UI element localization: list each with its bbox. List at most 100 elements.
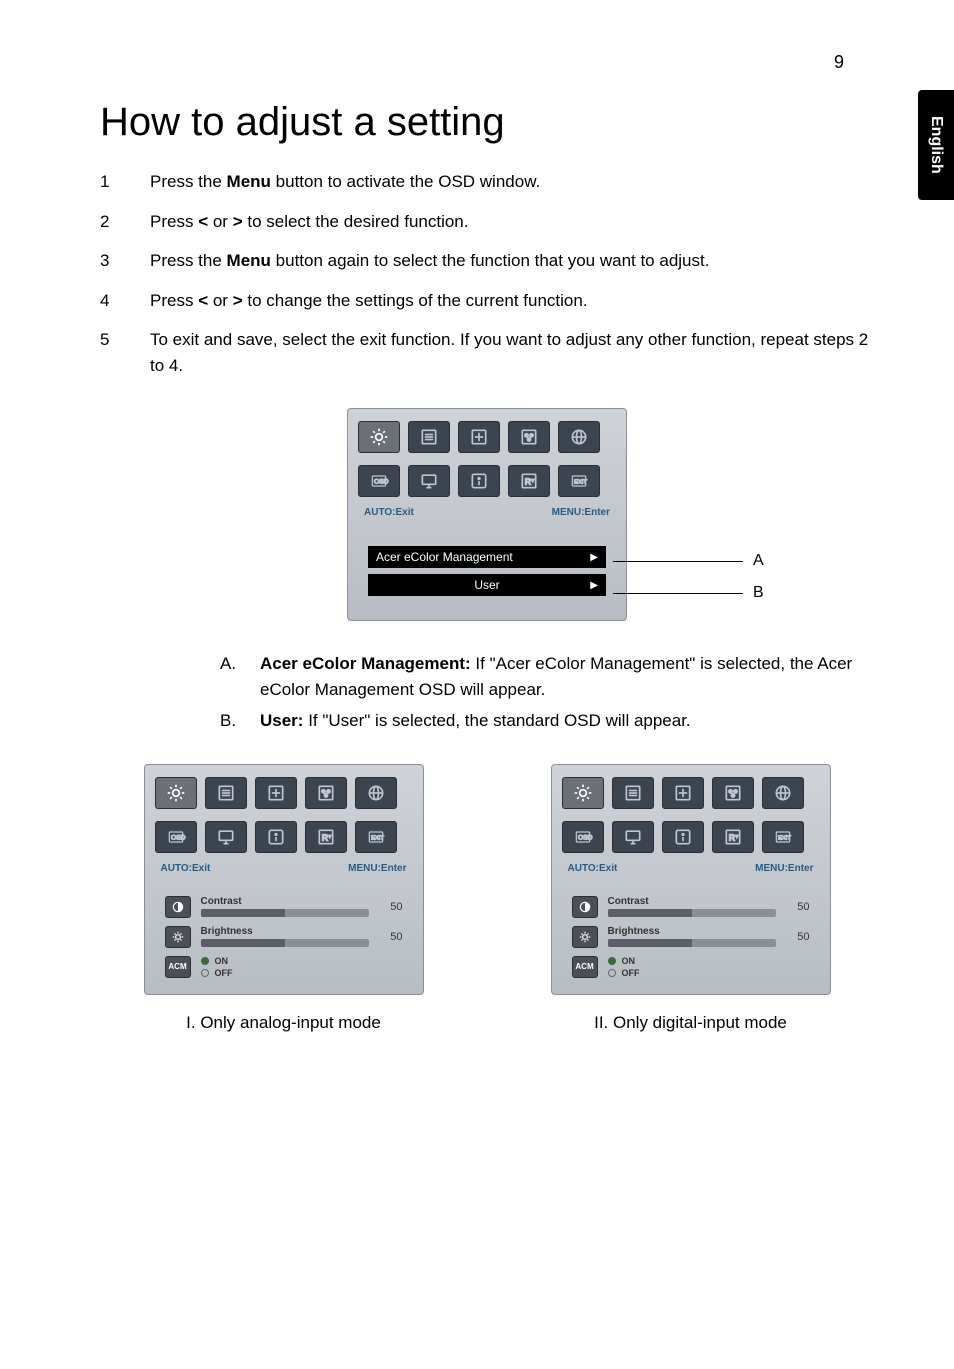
svg-text:R: R <box>525 476 531 486</box>
colors-icon[interactable] <box>305 777 347 809</box>
screen-icon[interactable] <box>408 465 450 497</box>
osd-panel: OSD R EXIT AUTO:Exit MENU:Enter Acer eCo… <box>347 408 627 621</box>
exit-icon[interactable]: EXIT <box>558 465 600 497</box>
step-bold: > <box>233 212 243 231</box>
expand-icon[interactable] <box>255 777 297 809</box>
acm-on-label: ON <box>215 956 229 966</box>
osd-main-figure: OSD R EXIT AUTO:Exit MENU:Enter Acer eCo… <box>347 408 627 621</box>
reset-icon[interactable]: R <box>508 465 550 497</box>
step-item: Press the Menu button again to select th… <box>100 248 874 274</box>
radio-on-icon <box>201 957 209 965</box>
acm-on-option[interactable]: ON <box>608 956 640 966</box>
list-icon[interactable] <box>408 421 450 453</box>
contrast-icon <box>165 896 191 918</box>
caption-left: I. Only analog-input mode <box>186 1013 381 1033</box>
sun-icon[interactable] <box>155 777 197 809</box>
osd-text-icon[interactable]: OSD <box>155 821 197 853</box>
brightness-label: Brightness <box>201 926 369 937</box>
screen-icon[interactable] <box>612 821 654 853</box>
info-icon[interactable] <box>662 821 704 853</box>
list-icon[interactable] <box>612 777 654 809</box>
page-title: How to adjust a setting <box>100 100 874 145</box>
osd-icon-row: OSD R EXIT <box>558 815 824 859</box>
colors-icon[interactable] <box>508 421 550 453</box>
sublist-item: A. Acer eColor Management: If "Acer eCol… <box>220 651 874 702</box>
callout-line <box>613 593 743 594</box>
step-text: button again to select the function that… <box>271 251 710 270</box>
step-text: or <box>208 212 233 231</box>
step-bold: > <box>233 291 243 310</box>
brightness-value: 50 <box>786 931 810 943</box>
sun-icon[interactable] <box>562 777 604 809</box>
exit-icon[interactable]: EXIT <box>762 821 804 853</box>
step-bold: Menu <box>227 172 271 191</box>
acm-off-option[interactable]: OFF <box>201 968 233 978</box>
osd-body: Acer eColor Management ▶ User ▶ <box>354 528 620 606</box>
chevron-right-icon: ▶ <box>590 580 598 591</box>
svg-text:EXIT: EXIT <box>778 835 791 841</box>
osd-text-icon[interactable]: OSD <box>562 821 604 853</box>
step-text: To exit and save, select the exit functi… <box>150 330 868 375</box>
exit-icon[interactable]: EXIT <box>355 821 397 853</box>
sun-icon[interactable] <box>358 421 400 453</box>
acm-off-label: OFF <box>622 968 640 978</box>
globe-icon[interactable] <box>355 777 397 809</box>
acm-icon: ACM <box>572 956 598 978</box>
contrast-value: 50 <box>379 901 403 913</box>
step-text: to select the desired function. <box>243 212 469 231</box>
step-bold: < <box>198 212 208 231</box>
sublist-item: B. User: If "User" is selected, the stan… <box>220 708 874 734</box>
radio-off-icon <box>201 969 209 977</box>
expand-icon[interactable] <box>458 421 500 453</box>
svg-text:OSD: OSD <box>374 479 389 486</box>
step-item: Press < or > to change the settings of t… <box>100 288 874 314</box>
step-text: to change the settings of the current fu… <box>243 291 588 310</box>
osd-footer-left: AUTO:Exit <box>568 863 618 874</box>
screen-icon[interactable] <box>205 821 247 853</box>
osd-bar-user[interactable]: User ▶ <box>368 574 606 596</box>
osd-bar-ecolor[interactable]: Acer eColor Management ▶ <box>368 546 606 568</box>
info-icon[interactable] <box>458 465 500 497</box>
brightness-icon <box>572 926 598 948</box>
globe-icon[interactable] <box>558 421 600 453</box>
radio-off-icon <box>608 969 616 977</box>
acm-off-option[interactable]: OFF <box>608 968 640 978</box>
osd-footer-right: MENU:Enter <box>755 863 813 874</box>
osd-sliders: Contrast 50 Brightness 50 ACM <box>151 884 417 982</box>
step-item: To exit and save, select the exit functi… <box>100 327 874 378</box>
step-bold: < <box>198 291 208 310</box>
osd-icon-row <box>558 771 824 815</box>
osd-text-icon[interactable]: OSD <box>358 465 400 497</box>
osd-footer-left: AUTO:Exit <box>364 507 414 518</box>
step-item: Press < or > to select the desired funct… <box>100 209 874 235</box>
chevron-right-icon: ▶ <box>590 552 598 563</box>
expand-icon[interactable] <box>662 777 704 809</box>
svg-text:EXIT: EXIT <box>574 480 587 486</box>
reset-icon[interactable]: R <box>305 821 347 853</box>
brightness-slider[interactable] <box>608 939 776 947</box>
osd-icon-row: OSD R EXIT <box>354 459 620 503</box>
globe-icon[interactable] <box>762 777 804 809</box>
contrast-row: Contrast 50 <box>558 892 824 922</box>
step-text: Press <box>150 212 198 231</box>
step-bold: Menu <box>227 251 271 270</box>
osd-icon-row <box>354 415 620 459</box>
acm-on-option[interactable]: ON <box>201 956 233 966</box>
language-tab: English <box>918 90 954 200</box>
callout-line <box>613 561 743 562</box>
reset-icon[interactable]: R <box>712 821 754 853</box>
acm-off-label: OFF <box>215 968 233 978</box>
list-icon[interactable] <box>205 777 247 809</box>
svg-text:R: R <box>728 832 734 842</box>
bottom-col-right: OSD R EXIT AUTO:Exit MENU:Enter Contrast… <box>507 764 874 1033</box>
colors-icon[interactable] <box>712 777 754 809</box>
contrast-slider[interactable] <box>201 909 369 917</box>
brightness-icon <box>165 926 191 948</box>
sublist-marker: B. <box>220 708 236 734</box>
contrast-slider[interactable] <box>608 909 776 917</box>
step-text: Press <box>150 291 198 310</box>
info-icon[interactable] <box>255 821 297 853</box>
contrast-row: Contrast 50 <box>151 892 417 922</box>
osd-icon-row: OSD R EXIT <box>151 815 417 859</box>
brightness-slider[interactable] <box>201 939 369 947</box>
